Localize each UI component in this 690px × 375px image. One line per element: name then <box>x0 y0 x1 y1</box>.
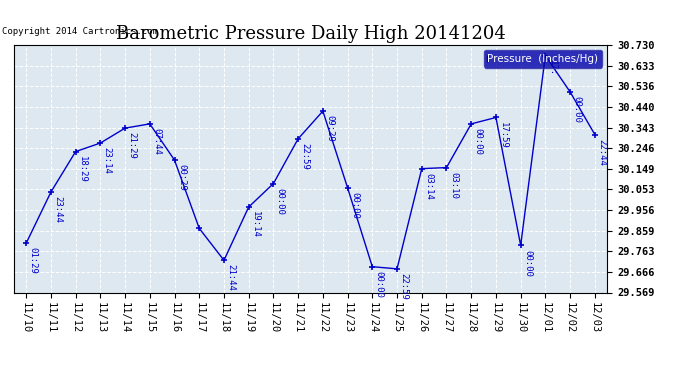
Text: 00:00: 00:00 <box>350 192 359 219</box>
Text: 01:29: 01:29 <box>28 248 38 274</box>
Text: 23:44: 23:44 <box>53 196 62 223</box>
Text: 00:00: 00:00 <box>573 96 582 123</box>
Text: 19:14: 19:14 <box>251 211 260 238</box>
Text: 00:29: 00:29 <box>177 164 186 191</box>
Text: 00:00: 00:00 <box>473 128 483 155</box>
Text: 18:29: 18:29 <box>78 156 87 183</box>
Text: 17:: 17: <box>548 60 557 76</box>
Legend: Pressure  (Inches/Hg): Pressure (Inches/Hg) <box>484 50 602 68</box>
Text: 00:00: 00:00 <box>523 249 532 276</box>
Text: 21:29: 21:29 <box>128 132 137 159</box>
Text: 22:59: 22:59 <box>400 273 408 300</box>
Text: 07:44: 07:44 <box>152 128 161 155</box>
Title: Barometric Pressure Daily High 20141204: Barometric Pressure Daily High 20141204 <box>116 26 505 44</box>
Text: 09:29: 09:29 <box>325 115 335 142</box>
Text: 03:14: 03:14 <box>424 173 433 200</box>
Text: 21:44: 21:44 <box>226 264 235 291</box>
Text: 22:59: 22:59 <box>301 143 310 170</box>
Text: 17:59: 17:59 <box>498 122 507 148</box>
Text: Copyright 2014 Cartronics.com: Copyright 2014 Cartronics.com <box>2 27 158 36</box>
Text: 03:10: 03:10 <box>449 172 458 199</box>
Text: 23:14: 23:14 <box>103 147 112 174</box>
Text: 00:00: 00:00 <box>375 271 384 298</box>
Text: 00:00: 00:00 <box>276 188 285 214</box>
Text: 22:44: 22:44 <box>598 139 607 166</box>
